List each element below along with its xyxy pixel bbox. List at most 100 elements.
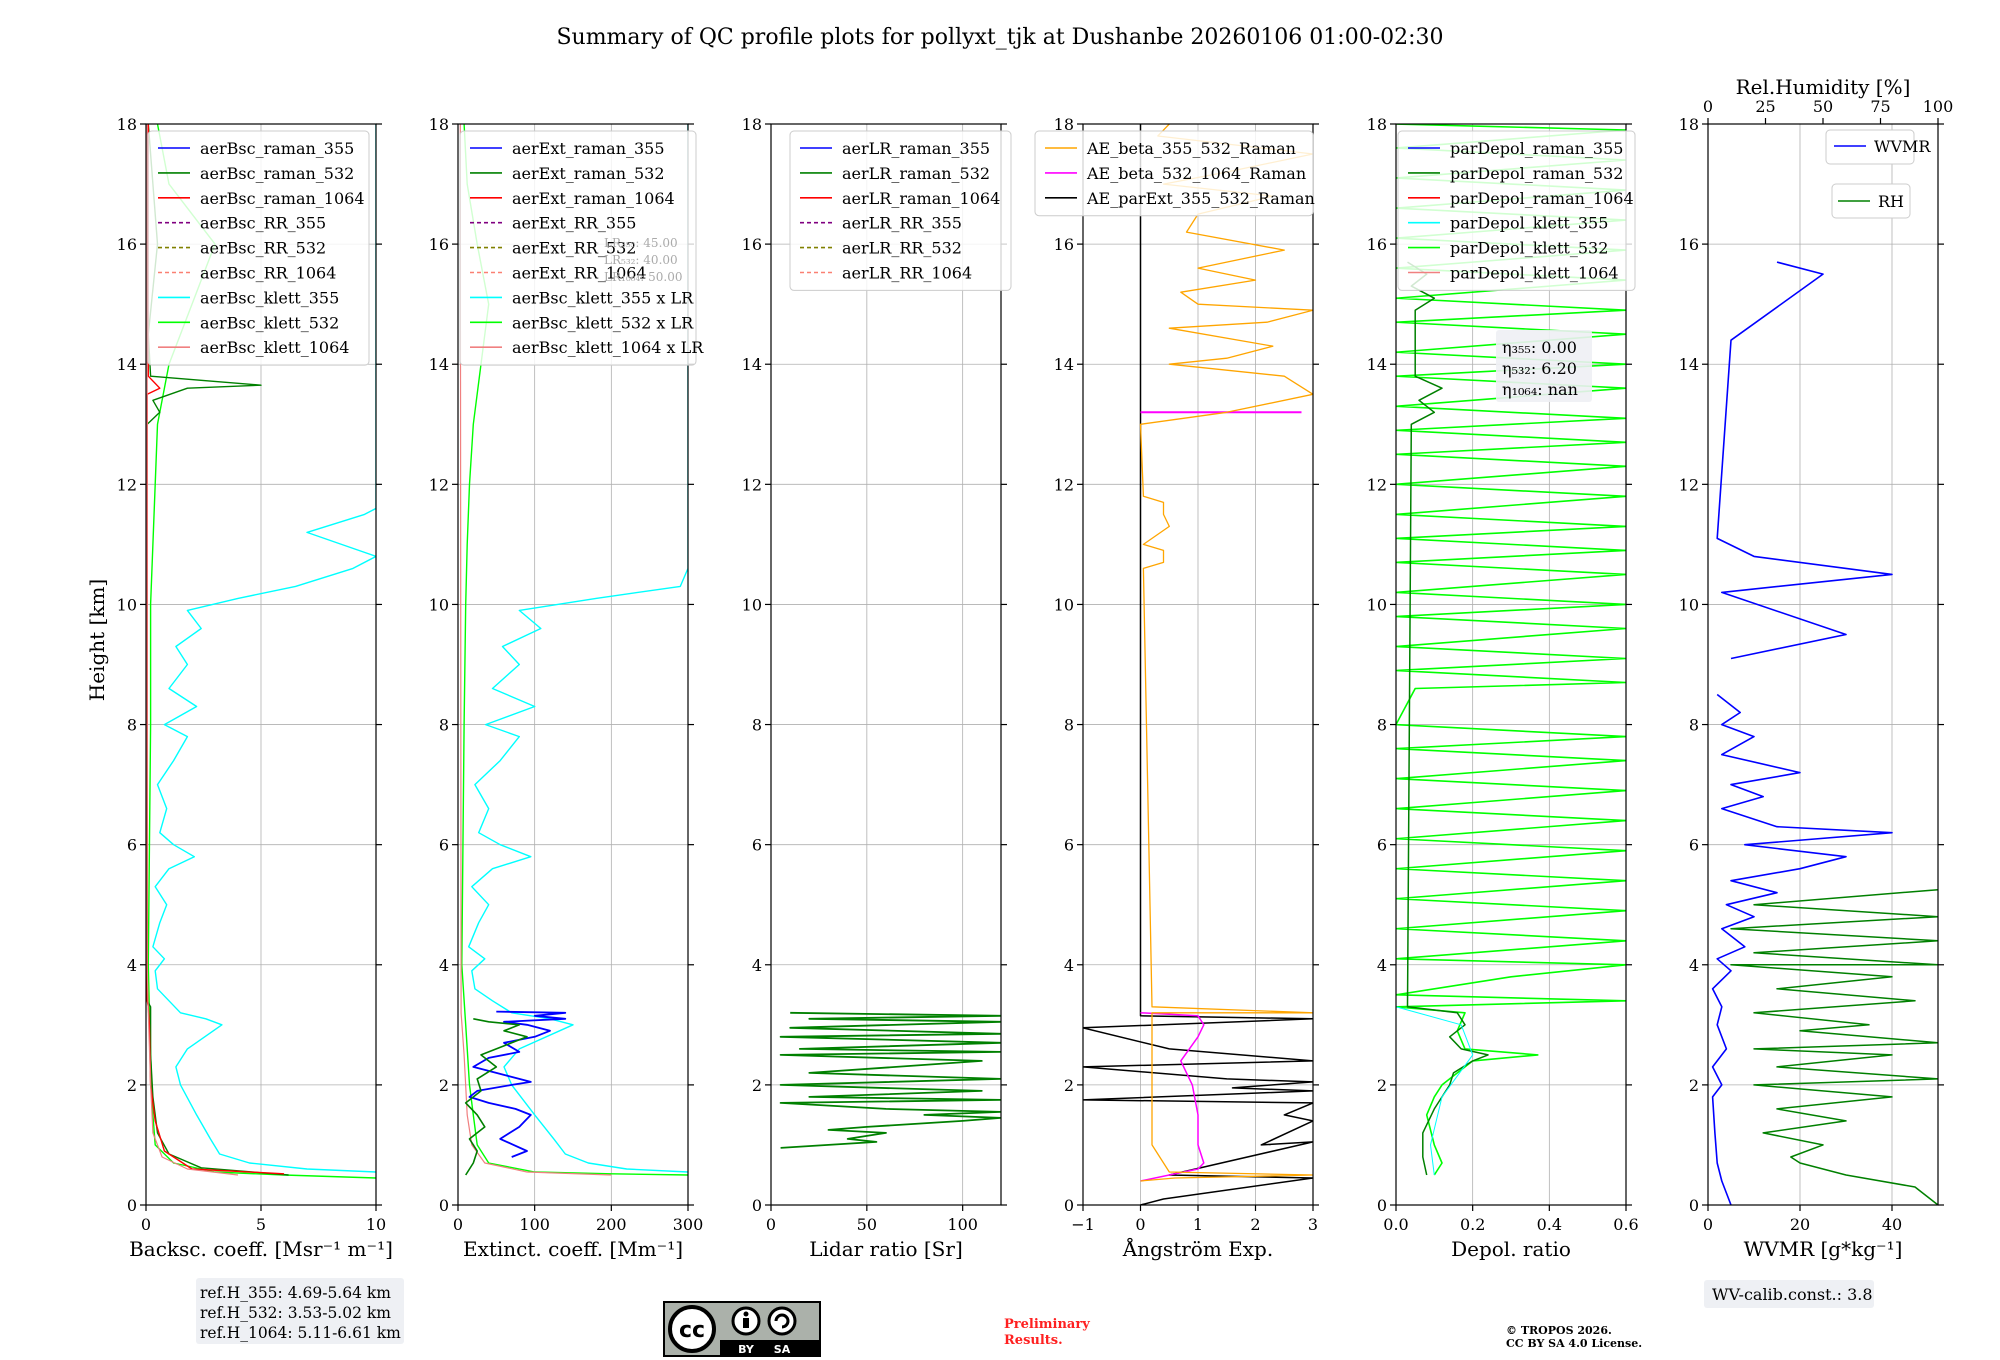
ref-height-532: ref.H_532: 3.53-5.02 km	[200, 1304, 391, 1322]
series-line-4	[468, 1010, 567, 1158]
y-tick-label: 16	[117, 235, 137, 254]
y-tick-label: 18	[117, 115, 137, 134]
x-tick-label: 50	[857, 1215, 877, 1234]
series-line-4	[1139, 124, 1313, 1182]
series-line-1	[468, 124, 688, 1173]
y-tick-label: 4	[439, 956, 449, 975]
series-line-2	[1716, 261, 1893, 660]
legend-label: aerExt_RR_532	[512, 239, 636, 258]
legend-box	[459, 130, 697, 366]
y-tick-label: 4	[1377, 956, 1387, 975]
cc-icon-text: cc	[679, 1318, 705, 1343]
legend-label: parDepol_raman_1064	[1450, 189, 1634, 208]
series-line-1	[1711, 693, 1893, 1205]
y-tick-label: 0	[127, 1196, 137, 1215]
x-tick-label: 5	[256, 1215, 266, 1234]
legend-label: aerExt_RR_1064	[512, 264, 647, 283]
series-line-3	[1396, 1006, 1474, 1176]
series-line-1	[779, 1011, 1001, 1149]
lidar-ratio-label: LR₃₅₅: 45.00	[604, 236, 678, 250]
y-tick-label: 8	[1377, 716, 1387, 735]
y-tick-label: 14	[742, 355, 762, 374]
legend-label: parDepol_klett_532	[1450, 239, 1608, 258]
y-tick-label: 6	[1689, 836, 1699, 855]
y-tick-label: 14	[1367, 355, 1387, 374]
cc-sa-label: SA	[774, 1343, 791, 1356]
legend-label: aerExt_raman_1064	[512, 189, 675, 208]
y-tick-label: 10	[1367, 595, 1387, 614]
legend-label: AE_parExt_355_532_Raman	[1086, 189, 1315, 208]
top-x-tick-label: 100	[1923, 97, 1954, 116]
legend-label: aerLR_RR_1064	[842, 264, 972, 283]
legend-label: AE_beta_355_532_Raman	[1086, 139, 1296, 158]
y-tick-label: 18	[742, 115, 762, 134]
x-axis-label: Backsc. coeff. [Msr⁻¹ m⁻¹]	[129, 1237, 393, 1261]
y-tick-label: 2	[127, 1076, 137, 1095]
y-tick-label: 6	[752, 836, 762, 855]
x-tick-label: 10	[366, 1215, 386, 1234]
wv-calib-const: WV-calib.const.: 3.8	[1712, 1285, 1873, 1304]
series-group	[1396, 124, 1626, 1176]
series-line-1	[1083, 124, 1313, 1205]
gridlines	[1707, 123, 1938, 1206]
y-axis-label: Height [km]	[85, 579, 109, 701]
x-tick-label: 0	[766, 1215, 776, 1234]
y-tick-label: 14	[429, 355, 449, 374]
x-tick-label: 100	[947, 1215, 978, 1234]
legend-box	[1397, 130, 1636, 291]
y-tick-label: 16	[1679, 235, 1699, 254]
y-tick-label: 2	[1689, 1076, 1699, 1095]
y-tick-label: 10	[429, 595, 449, 614]
legend-label: AE_beta_532_1064_Raman	[1086, 164, 1306, 183]
series-group	[779, 1011, 1001, 1149]
y-tick-label: 8	[439, 716, 449, 735]
y-tick-label: 14	[1054, 355, 1074, 374]
legend-box	[789, 130, 1012, 291]
share-alike-icon	[767, 1306, 797, 1336]
cc-license-badge: cc BY SA	[663, 1301, 821, 1357]
x-tick-label: 0	[1135, 1215, 1145, 1234]
x-tick-label: 200	[596, 1215, 627, 1234]
y-tick-label: 18	[1679, 115, 1699, 134]
share-alike-icon-arc	[774, 1313, 790, 1329]
top-x-tick-label: 50	[1813, 97, 1833, 116]
x-tick-label: 1	[1193, 1215, 1203, 1234]
y-tick-label: 12	[1367, 475, 1387, 494]
lidar-ratio-label: LR₁₀₆₄: 50.00	[604, 270, 682, 284]
legend-label: aerBsc_RR_355	[200, 214, 326, 233]
legend-label: aerLR_RR_532	[842, 239, 962, 258]
legend-label: aerLR_raman_1064	[842, 189, 1000, 208]
gridlines	[1082, 123, 1314, 1206]
x-tick-label: 40	[1882, 1215, 1902, 1234]
legend-label: parDepol_raman_532	[1450, 164, 1623, 183]
y-tick-label: 8	[1689, 716, 1699, 735]
x-tick-label: 0	[141, 1215, 151, 1234]
cc-icon	[668, 1305, 716, 1353]
eta-box	[1496, 330, 1592, 402]
legend-box-rh	[1831, 183, 1911, 219]
y-tick-label: 0	[752, 1196, 762, 1215]
legend-label: aerExt_raman_532	[512, 164, 665, 183]
axes-frame	[1707, 123, 1939, 1206]
y-tick-label: 4	[127, 956, 137, 975]
y-tick-label: 16	[742, 235, 762, 254]
x-axis-label: Depol. ratio	[1451, 1237, 1571, 1261]
y-tick-label: 4	[1689, 956, 1699, 975]
cc-by-label: BY	[738, 1343, 755, 1356]
legend-label: aerBsc_klett_1064 x LR	[512, 338, 704, 357]
x-tick-label: 0.6	[1613, 1215, 1638, 1234]
top-x-tick-label: 75	[1870, 97, 1890, 116]
legend-label: aerBsc_klett_355	[200, 288, 339, 307]
x-tick-label: 2	[1250, 1215, 1260, 1234]
y-tick-label: 2	[1377, 1076, 1387, 1095]
ref-height-box-bg	[196, 1278, 404, 1344]
y-tick-label: 0	[1689, 1196, 1699, 1215]
y-tick-label: 16	[1367, 235, 1387, 254]
series-line-3	[1730, 888, 1938, 1205]
x-axis-label: Extinct. coeff. [Mm⁻¹]	[463, 1237, 683, 1261]
legend-label: aerLR_raman_355	[842, 139, 990, 158]
